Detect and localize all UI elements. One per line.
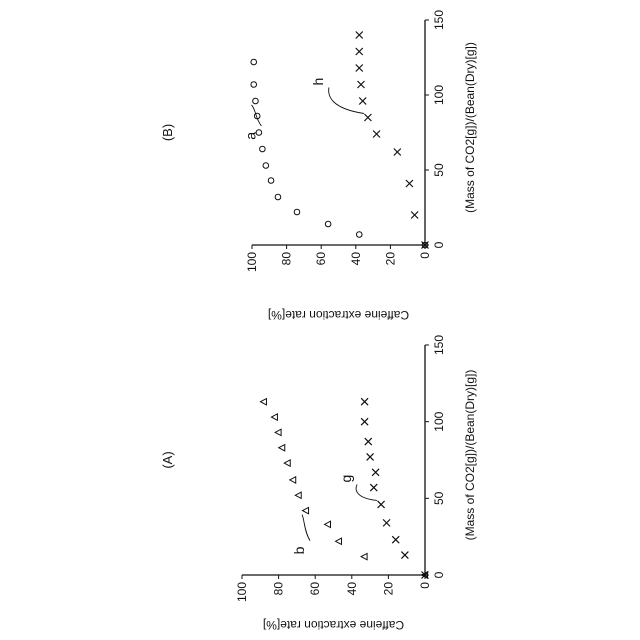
cross-point <box>360 417 369 426</box>
cross-point <box>357 80 365 89</box>
y-tick-label: 80 <box>280 252 294 266</box>
series-g: g <box>338 397 429 579</box>
triangle-point <box>301 506 310 515</box>
annotation-label: g <box>338 475 354 483</box>
cross-point <box>366 453 375 461</box>
cross-point <box>382 518 391 527</box>
x-tick-label: 100 <box>432 85 446 105</box>
circle-point <box>355 231 363 238</box>
circle-point <box>267 177 275 184</box>
series-a: a <box>242 58 429 249</box>
triangle-point <box>277 443 286 452</box>
x-axis-label: (Mass of CO2[g])/(Bean(Dry)[g]) <box>463 370 477 541</box>
cross-point <box>355 64 364 72</box>
triangle-point <box>334 537 342 546</box>
cross-point <box>400 551 409 559</box>
triangle-point <box>274 428 282 437</box>
annotation-leader <box>328 87 364 114</box>
cross-point <box>371 468 380 477</box>
circle-point <box>293 208 301 216</box>
chart-b: 0 20 40 60 80 100 0 50 100 150 (B) (Mass of CO2[g])… <box>160 10 477 322</box>
series-h: h <box>310 31 429 249</box>
chart-title: (A) <box>160 451 175 468</box>
triangle-point <box>323 520 332 529</box>
triangle-point <box>288 475 297 484</box>
circle-point <box>421 241 429 249</box>
y-tick-label: 0 <box>418 252 432 259</box>
cross-point <box>372 130 381 138</box>
cross-point <box>393 148 402 156</box>
x-tick-label: 100 <box>432 411 446 431</box>
annotation-label: b <box>291 546 307 554</box>
y-axis-label: Caffeine extraction rate[%] <box>268 308 409 322</box>
x-tick-label: 150 <box>432 335 446 355</box>
chart-title: (B) <box>160 124 175 141</box>
x-tick-label: 50 <box>432 491 446 505</box>
x-tick-label: 0 <box>432 241 446 248</box>
circle-point <box>274 193 282 201</box>
y-tick-label: 80 <box>272 582 286 596</box>
cross-point <box>421 241 429 249</box>
circle-point <box>250 81 258 88</box>
y-tick-label: 0 <box>418 582 432 589</box>
circle-point <box>250 58 258 66</box>
y-tick-label: 100 <box>245 252 259 272</box>
annotation-label: h <box>310 78 326 86</box>
cross-point <box>364 437 373 446</box>
circle-point <box>252 97 259 105</box>
y-tick-label: 100 <box>235 582 249 602</box>
y-tick-label: 20 <box>383 252 397 266</box>
y-axis-label: Caffeine extraction rate[%] <box>263 618 404 632</box>
circle-point <box>262 162 270 169</box>
cross-point <box>358 97 367 105</box>
triangle-point <box>283 459 291 468</box>
triangle-point <box>294 491 302 500</box>
cross-point <box>410 211 419 219</box>
cross-point <box>405 179 414 188</box>
x-axis-label: (Mass of CO2[g])/(Bean(Dry)[g]) <box>463 42 477 213</box>
x-tick-label: 0 <box>432 571 446 578</box>
triangle-point <box>360 552 368 561</box>
y-tick-label: 40 <box>349 252 363 266</box>
circle-point <box>324 220 332 228</box>
annotation-leader <box>355 484 378 501</box>
cross-point <box>421 571 429 579</box>
chart-a: 0 20 40 60 80 100 0 50 100 150 (A) (Mass of CO2[g])… <box>160 335 477 632</box>
x-tick-label: 150 <box>432 10 446 30</box>
cross-point <box>391 535 400 544</box>
annotation-leader <box>301 514 311 541</box>
triangle-point <box>259 397 267 406</box>
y-tick-label: 20 <box>381 582 395 596</box>
triangle-point <box>420 570 428 580</box>
cross-point <box>377 500 386 509</box>
x-tick-label: 50 <box>432 163 446 177</box>
annotation-label: a <box>242 132 258 140</box>
cross-point <box>360 397 369 406</box>
y-tick-label: 60 <box>308 582 322 596</box>
cross-point <box>355 31 364 39</box>
y-tick-label: 60 <box>314 252 328 266</box>
cross-point <box>355 47 364 56</box>
cross-point <box>369 483 378 492</box>
circle-point <box>255 129 263 136</box>
triangle-point <box>270 413 278 422</box>
cross-point <box>363 113 372 122</box>
circle-point <box>259 145 266 153</box>
annotation-leader <box>251 104 262 127</box>
series-b: b <box>259 397 428 580</box>
y-tick-label: 40 <box>345 582 359 596</box>
